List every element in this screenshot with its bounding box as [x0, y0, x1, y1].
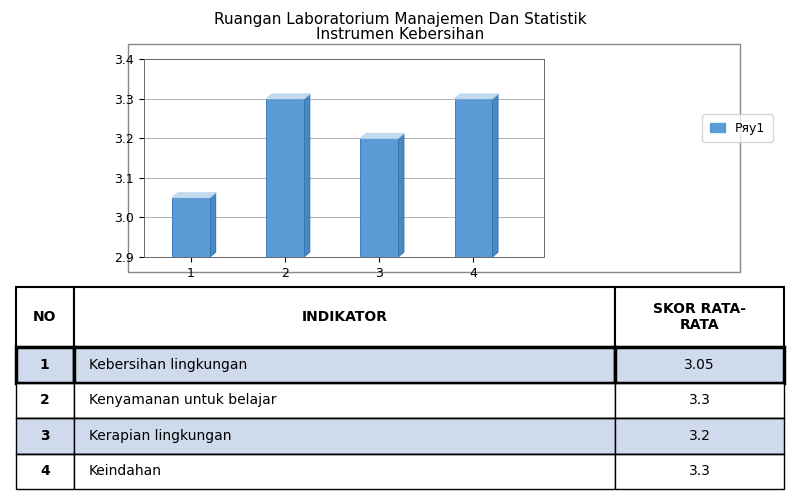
Polygon shape [210, 193, 215, 257]
Bar [16, 383, 74, 418]
Text: Ruangan Laboratorium Manajemen Dan Statistik: Ruangan Laboratorium Manajemen Dan Stati… [214, 12, 586, 27]
Text: 3.3: 3.3 [689, 464, 710, 478]
Text: SKOR RATA-
RATA: SKOR RATA- RATA [653, 302, 746, 332]
Text: NO: NO [33, 310, 57, 324]
Bar [74, 453, 615, 489]
Bar [16, 287, 74, 347]
Text: Kenyamanan untuk belajar: Kenyamanan untuk belajar [89, 393, 277, 408]
Text: 3.2: 3.2 [689, 429, 710, 443]
Text: Kebersihan lingkungan: Kebersihan lingkungan [89, 358, 247, 372]
Text: 3.3: 3.3 [689, 393, 710, 408]
Bar [16, 347, 74, 383]
Text: 1: 1 [40, 358, 50, 372]
Bar [172, 198, 210, 257]
Text: Keindahan: Keindahan [89, 464, 162, 478]
Text: INDIKATOR: INDIKATOR [302, 310, 387, 324]
Bar [16, 453, 74, 489]
Polygon shape [398, 133, 404, 257]
Bar [266, 99, 304, 257]
Polygon shape [361, 133, 404, 138]
Text: 2: 2 [40, 393, 50, 408]
Bar [74, 287, 615, 347]
Bar [74, 418, 615, 453]
Polygon shape [266, 94, 310, 99]
Text: Kerapian lingkungan: Kerapian lingkungan [89, 429, 231, 443]
Text: Instrumen Kebersihan: Instrumen Kebersihan [316, 27, 484, 42]
Polygon shape [304, 94, 310, 257]
Polygon shape [492, 94, 498, 257]
Bar [74, 383, 615, 418]
Text: 3: 3 [40, 429, 50, 443]
Text: 3.05: 3.05 [684, 358, 715, 372]
Bar [615, 418, 784, 453]
Bar [16, 418, 74, 453]
Bar [615, 453, 784, 489]
Bar [615, 383, 784, 418]
Bar [615, 347, 784, 383]
Polygon shape [454, 94, 498, 99]
Legend: Ряу1: Ряу1 [702, 115, 773, 142]
Bar [361, 138, 398, 257]
Bar [615, 287, 784, 347]
Text: 4: 4 [40, 464, 50, 478]
Bar [74, 347, 615, 383]
Bar [454, 99, 492, 257]
Polygon shape [172, 193, 215, 198]
